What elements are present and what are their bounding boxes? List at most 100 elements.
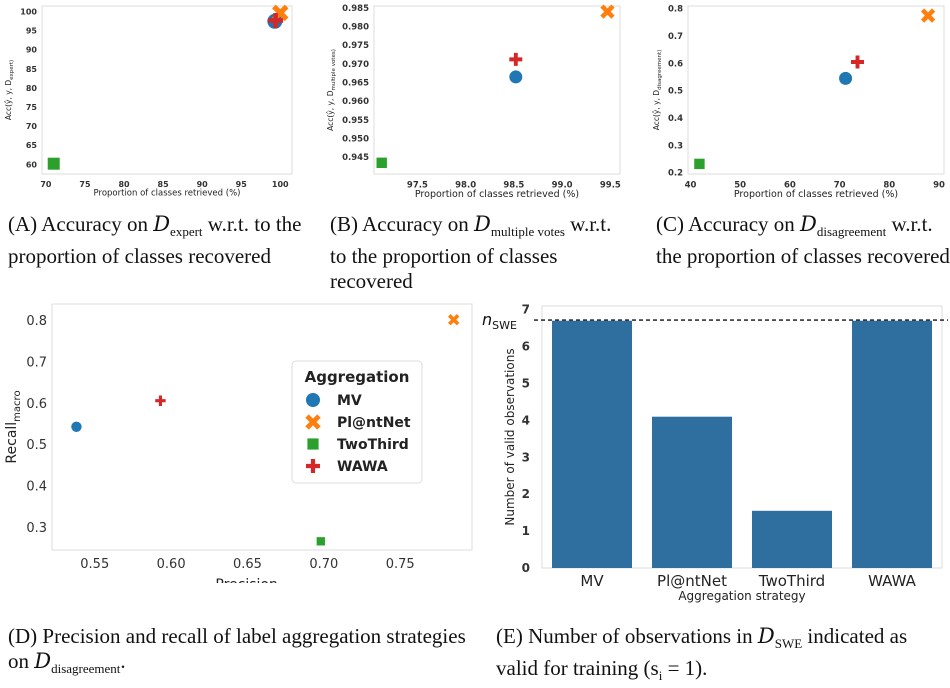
chart-c-x-tick-label: 70	[834, 181, 846, 191]
chart-e-x-tick-label: TwoThird	[758, 572, 825, 590]
chart-a-y-tick-label: 65	[26, 141, 38, 150]
chart-e-y-tick-label: 7	[522, 303, 530, 317]
chart-b-point-plntnet	[600, 4, 615, 19]
chart-e-y-tick-label: 1	[522, 524, 530, 538]
chart-a-y-axis-label: Acc(ŷ, y, Dexpert)	[4, 60, 15, 120]
caption-e-pre: Number of observations in	[522, 624, 758, 648]
chart-d-legend-marker-twothird	[307, 438, 319, 450]
caption-b-sub: multiple votes	[490, 224, 565, 240]
caption-b-pre: Accuracy on	[358, 212, 475, 236]
chart-d-legend-title: Aggregation	[305, 368, 410, 386]
chart-a-x-axis-label: Proportion of classes retrieved (%)	[94, 189, 241, 199]
chart-d-point-mv	[71, 421, 82, 432]
chart-e-x-tick-label: MV	[580, 572, 604, 590]
chart-e: MV Pl@ntNet TwoThird WAWA 0 1 2 3 4 5 6 7 nSWE Aggreg…	[480, 298, 950, 610]
chart-a-x-tick-label: 100	[272, 180, 289, 189]
chart-a-x-tick-label: 90	[197, 180, 209, 189]
chart-a-x-tick-label: 85	[158, 180, 170, 189]
chart-e-x-tick-label: Pl@ntNet	[657, 572, 727, 590]
chart-c: 40 50 60 70 80 90 0.2 0.3 0.4 0.5 0.6 0.7 0.8 Proport…	[648, 0, 950, 200]
caption-c-pre: Accuracy on	[684, 212, 801, 236]
chart-c-y-axis-label: Acc(ŷ, y, Ddisagreement)	[652, 50, 663, 131]
chart-b-y-axis-label: Acc(ŷ, y, Dmultiple votes)	[326, 49, 337, 131]
chart-e-x-tick-label: WAWA	[868, 572, 916, 590]
chart-d-y-tick-label: 0.3	[26, 521, 47, 536]
chart-a-point-wawa	[268, 13, 284, 29]
chart-e-bar-mv	[552, 320, 632, 568]
chart-c-y-tick-label: 0.8	[668, 5, 683, 15]
chart-d-x-tick-label: 0.55	[80, 557, 109, 572]
caption-e-post2: = 1).	[662, 656, 708, 681]
chart-c-x-tick-label: 40	[685, 181, 697, 191]
chart-b-x-tick-label: 99.0	[552, 181, 573, 191]
caption-a-pre: Accuracy on	[37, 212, 154, 236]
chart-e-svg: MV Pl@ntNet TwoThird WAWA 0 1 2 3 4 5 6 7 nSWE Aggreg…	[482, 303, 948, 603]
chart-b-y-tick-label: 0.970	[342, 60, 369, 70]
chart-b: 97.5 98.0 98.5 99.0 99.5 0.945 0.950 0.955 0.960…	[322, 0, 632, 200]
chart-c-x-tick-label: 50	[734, 181, 746, 191]
caption-b: (B) Accuracy on Dmultiple votes w.r.t. t…	[330, 212, 632, 294]
chart-d-legend-label-twothird: TwoThird	[337, 437, 409, 453]
chart-a-x-tick-label: 70	[40, 180, 52, 189]
chart-b-y-tick-label: 0.980	[342, 23, 369, 33]
chart-d-x-tick-label: 0.60	[157, 557, 186, 572]
chart-c-point-twothird	[694, 158, 705, 170]
chart-c-point-plntnet	[920, 8, 936, 23]
chart-d-y-axis-label: Recallmacro	[4, 390, 23, 463]
chart-e-y-tick-label: 0	[522, 561, 530, 575]
chart-d-legend-label-wawa: WAWA	[337, 459, 388, 475]
caption-d-math: D	[34, 649, 52, 673]
chart-e-y-tick-label: 2	[522, 487, 530, 501]
chart-e-bar-twothird	[752, 510, 832, 568]
chart-a-y-tick-label: 70	[26, 122, 38, 131]
chart-a-y-tick-label: 95	[26, 27, 38, 36]
caption-d-post: .	[120, 649, 126, 673]
caption-e-sub: SWE	[774, 636, 803, 652]
caption-c-sub: disagreement	[816, 224, 887, 240]
chart-d: 0.55 0.60 0.65 0.70 0.75 0.3 0.4 0.5 0.6 0.7 0.8 Pr…	[0, 298, 480, 596]
chart-d-x-tick-label: 0.75	[386, 557, 415, 572]
chart-e-bar-wawa	[852, 320, 932, 568]
chart-c-plot-frame	[687, 5, 945, 175]
caption-e-letter: (E)	[496, 624, 523, 648]
chart-c-x-tick-label: 90	[933, 181, 945, 191]
caption-b-letter: (B)	[330, 212, 358, 236]
chart-d-plot-frame	[51, 303, 473, 551]
chart-c-x-tick-label: 80	[883, 181, 895, 191]
chart-a-y-tick-label: 85	[26, 65, 38, 74]
chart-b-y-tick-label: 0.960	[342, 97, 369, 107]
chart-c-y-tick-label: 0.5	[668, 87, 683, 97]
chart-d-point-plntnet	[447, 314, 460, 326]
caption-d-letter: (D)	[8, 624, 38, 648]
chart-b-y-tick-label: 0.975	[342, 41, 369, 51]
chart-e-x-axis-label: Aggregation strategy	[678, 589, 805, 603]
chart-b-svg: 97.5 98.0 98.5 99.0 99.5 0.945 0.950 0.955 0.960…	[326, 4, 621, 200]
chart-c-y-tick-label: 0.7	[668, 32, 683, 42]
chart-d-x-tick-label: 0.65	[233, 557, 262, 572]
chart-a-point-twothird	[47, 157, 60, 170]
chart-d-legend: Aggregation MV Pl@ntNet TwoThird WAWA	[291, 360, 423, 484]
chart-b-x-tick-label: 98.0	[455, 181, 476, 191]
chart-d-legend-box	[291, 360, 423, 484]
caption-a-post: w.r.t. to the proportion of classes reco…	[8, 212, 302, 269]
chart-a-x-tick-label: 95	[236, 180, 248, 189]
chart-d-x-tick-label: 0.70	[309, 557, 338, 572]
chart-b-point-twothird	[376, 157, 387, 168]
chart-c-point-wawa	[851, 55, 865, 69]
chart-d-point-twothird	[316, 537, 325, 546]
chart-c-y-tick-label: 0.4	[668, 114, 683, 124]
chart-d-legend-label-mv: MV	[337, 393, 362, 409]
chart-b-y-tick-label: 0.950	[342, 135, 369, 145]
caption-c-letter: (C)	[656, 212, 684, 236]
caption-d: (D) Precision and recall of label aggreg…	[8, 624, 478, 681]
chart-b-y-tick-label: 0.945	[342, 153, 369, 163]
chart-b-x-axis-label: Proportion of classes retrieved (%)	[415, 189, 579, 200]
chart-a-x-tick-label: 75	[79, 180, 91, 189]
chart-b-plot-frame	[373, 5, 621, 175]
caption-a-math: D	[153, 212, 171, 236]
caption-c: (C) Accuracy on Ddisagreement w.r.t. the…	[656, 212, 950, 269]
chart-a-y-tick-label: 75	[26, 103, 38, 112]
chart-d-svg: 0.55 0.60 0.65 0.70 0.75 0.3 0.4 0.5 0.6 0.7 0.8 Pr…	[4, 303, 473, 596]
chart-a-y-tick-label: 100	[20, 8, 37, 17]
chart-e-plot-frame	[541, 305, 943, 569]
